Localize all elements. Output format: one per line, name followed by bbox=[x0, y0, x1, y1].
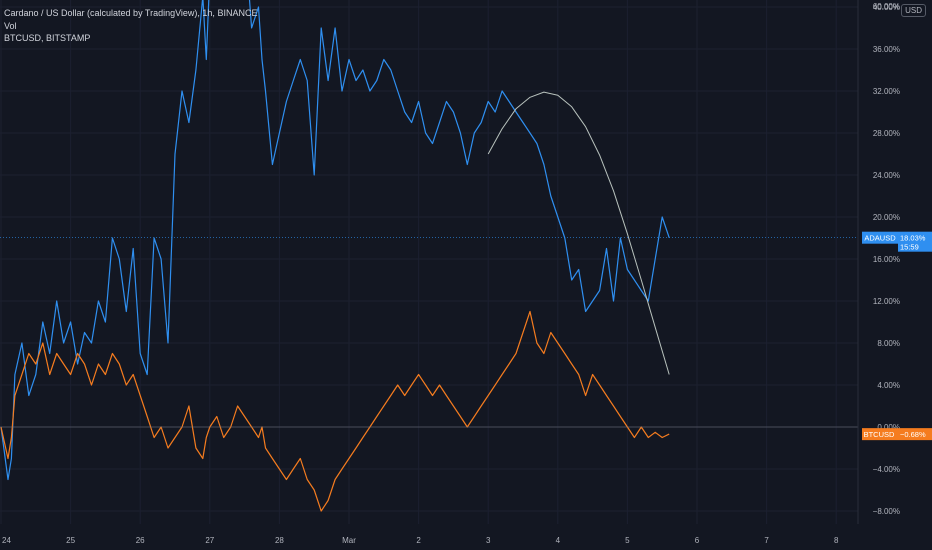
y-tick-label: 16.00% bbox=[873, 255, 900, 264]
y-tick-label: 40.00% bbox=[873, 3, 900, 12]
last-value-badges: ADAUSD 18.03%15:59 BTCUSD −0.68% bbox=[862, 231, 932, 441]
btcusd-symbol-badge bbox=[862, 428, 896, 441]
grid-lines bbox=[0, 0, 858, 524]
x-tick-label: 3 bbox=[486, 536, 491, 545]
x-tick-label: 24 bbox=[2, 536, 11, 545]
time-axis[interactable]: 24 25 26 27 28 Mar 2 3 4 5 6 7 8 bbox=[2, 536, 839, 545]
legend-volume[interactable]: Vol bbox=[4, 20, 17, 31]
price-lines bbox=[0, 237, 858, 428]
series-adausd-line[interactable] bbox=[0, 0, 670, 481]
y-tick-label: 20.00% bbox=[873, 213, 900, 222]
series-fitted-curve-line[interactable] bbox=[487, 91, 670, 375]
btcusd-symbol-label: BTCUSD bbox=[864, 430, 895, 439]
price-axis[interactable]: 56.00%52.00%48.00%44.00%40.00%36.00%32.0… bbox=[868, 0, 900, 550]
btcusd-value-badge bbox=[896, 428, 932, 441]
adausd-symbol-label: ADAUSD bbox=[864, 234, 896, 243]
y-tick-label: 4.00% bbox=[877, 381, 900, 390]
x-tick-label: 28 bbox=[275, 536, 284, 545]
y-tick-label-top: 60.00% bbox=[873, 2, 900, 11]
x-tick-label: 6 bbox=[695, 536, 700, 545]
y-tick-label: −8.00% bbox=[873, 507, 900, 516]
x-tick-label: 27 bbox=[205, 536, 214, 545]
series-layer bbox=[0, 0, 670, 512]
adausd-value-badge bbox=[898, 231, 932, 252]
series-btcusd-line[interactable] bbox=[0, 310, 670, 512]
chart-legend: Cardano / US Dollar (calculated by Tradi… bbox=[4, 7, 257, 45]
x-tick-label: 8 bbox=[834, 536, 839, 545]
x-tick-label: 25 bbox=[66, 536, 75, 545]
x-tick-label: Mar bbox=[342, 536, 356, 545]
x-tick-label: 7 bbox=[764, 536, 769, 545]
legend-title[interactable]: Cardano / US Dollar (calculated by Tradi… bbox=[4, 8, 258, 18]
x-tick-label: 5 bbox=[625, 536, 630, 545]
y-tick-label: 32.00% bbox=[873, 87, 900, 96]
x-tick-label: 2 bbox=[416, 536, 421, 545]
adausd-value-label: 18.03% bbox=[900, 234, 926, 243]
candle-countdown-label: 15:59 bbox=[900, 243, 919, 252]
y-tick-label: 0.00% bbox=[877, 423, 900, 432]
y-tick-label: 28.00% bbox=[873, 129, 900, 138]
legend-compare-symbol[interactable]: BTCUSD, BITSTAMP bbox=[4, 33, 91, 43]
currency-badge[interactable]: USD bbox=[901, 4, 926, 17]
x-tick-label: 26 bbox=[136, 536, 145, 545]
y-tick-label: 36.00% bbox=[873, 45, 900, 54]
y-tick-label: 12.00% bbox=[873, 297, 900, 306]
y-tick-label: 24.00% bbox=[873, 171, 900, 180]
btcusd-value-label: −0.68% bbox=[900, 430, 926, 439]
y-tick-label: 8.00% bbox=[877, 339, 900, 348]
adausd-symbol-badge bbox=[862, 231, 898, 244]
x-tick-label: 4 bbox=[556, 536, 561, 545]
y-tick-label: −4.00% bbox=[873, 465, 900, 474]
